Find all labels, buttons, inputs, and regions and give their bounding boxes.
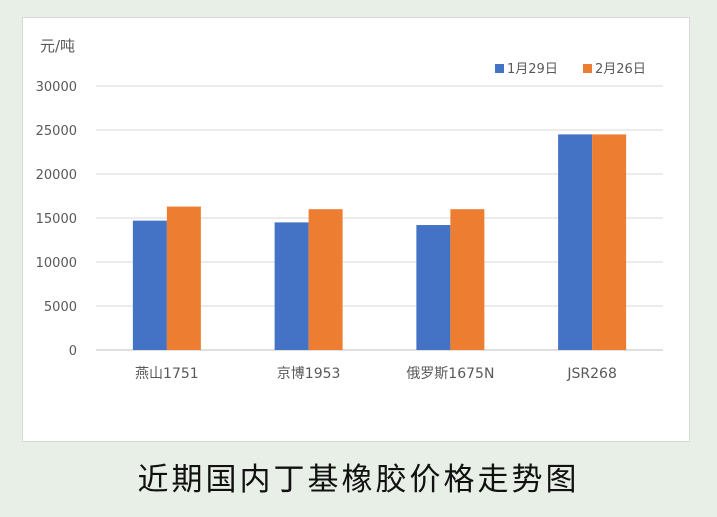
x-tick-label: 京博1953 <box>277 365 341 382</box>
y-tick-label: 5000 <box>44 300 77 315</box>
bar-series1 <box>132 220 167 350</box>
y-tick-label: 25000 <box>36 124 77 139</box>
figure-caption: 近期国内丁基橡胶价格走势图 <box>137 462 580 498</box>
legend-label: 1月29日 <box>507 62 558 77</box>
x-tick-label: 燕山1751 <box>135 366 199 382</box>
chart-area: 元/吨 0 5000 10000 15000 20000 25000 30000 燕山1751 京… <box>22 17 690 442</box>
bar-series2 <box>308 209 343 350</box>
legend-swatch <box>495 64 504 73</box>
bar-series1 <box>558 134 593 350</box>
legend-swatch <box>583 64 592 73</box>
y-tick-label: 20000 <box>36 168 77 183</box>
x-tick-label: 俄罗斯1675N <box>406 366 494 382</box>
y-tick-label: 0 <box>69 344 77 359</box>
bar-series2 <box>166 206 201 350</box>
y-tick-label: 15000 <box>36 212 77 227</box>
y-axis-unit-label: 元/吨 <box>40 37 75 55</box>
bar-series2 <box>592 134 627 350</box>
y-tick-label: 30000 <box>36 80 77 95</box>
bar-series2 <box>450 209 485 350</box>
bar-series1 <box>274 222 309 350</box>
x-tick-label: JSR268 <box>566 366 616 382</box>
legend-label: 2月26日 <box>595 62 646 77</box>
y-tick-label: 10000 <box>36 256 77 271</box>
bar-chart: 元/吨 0 5000 10000 15000 20000 25000 30000 燕山1751 京… <box>36 37 663 382</box>
bar-series1 <box>416 225 451 350</box>
